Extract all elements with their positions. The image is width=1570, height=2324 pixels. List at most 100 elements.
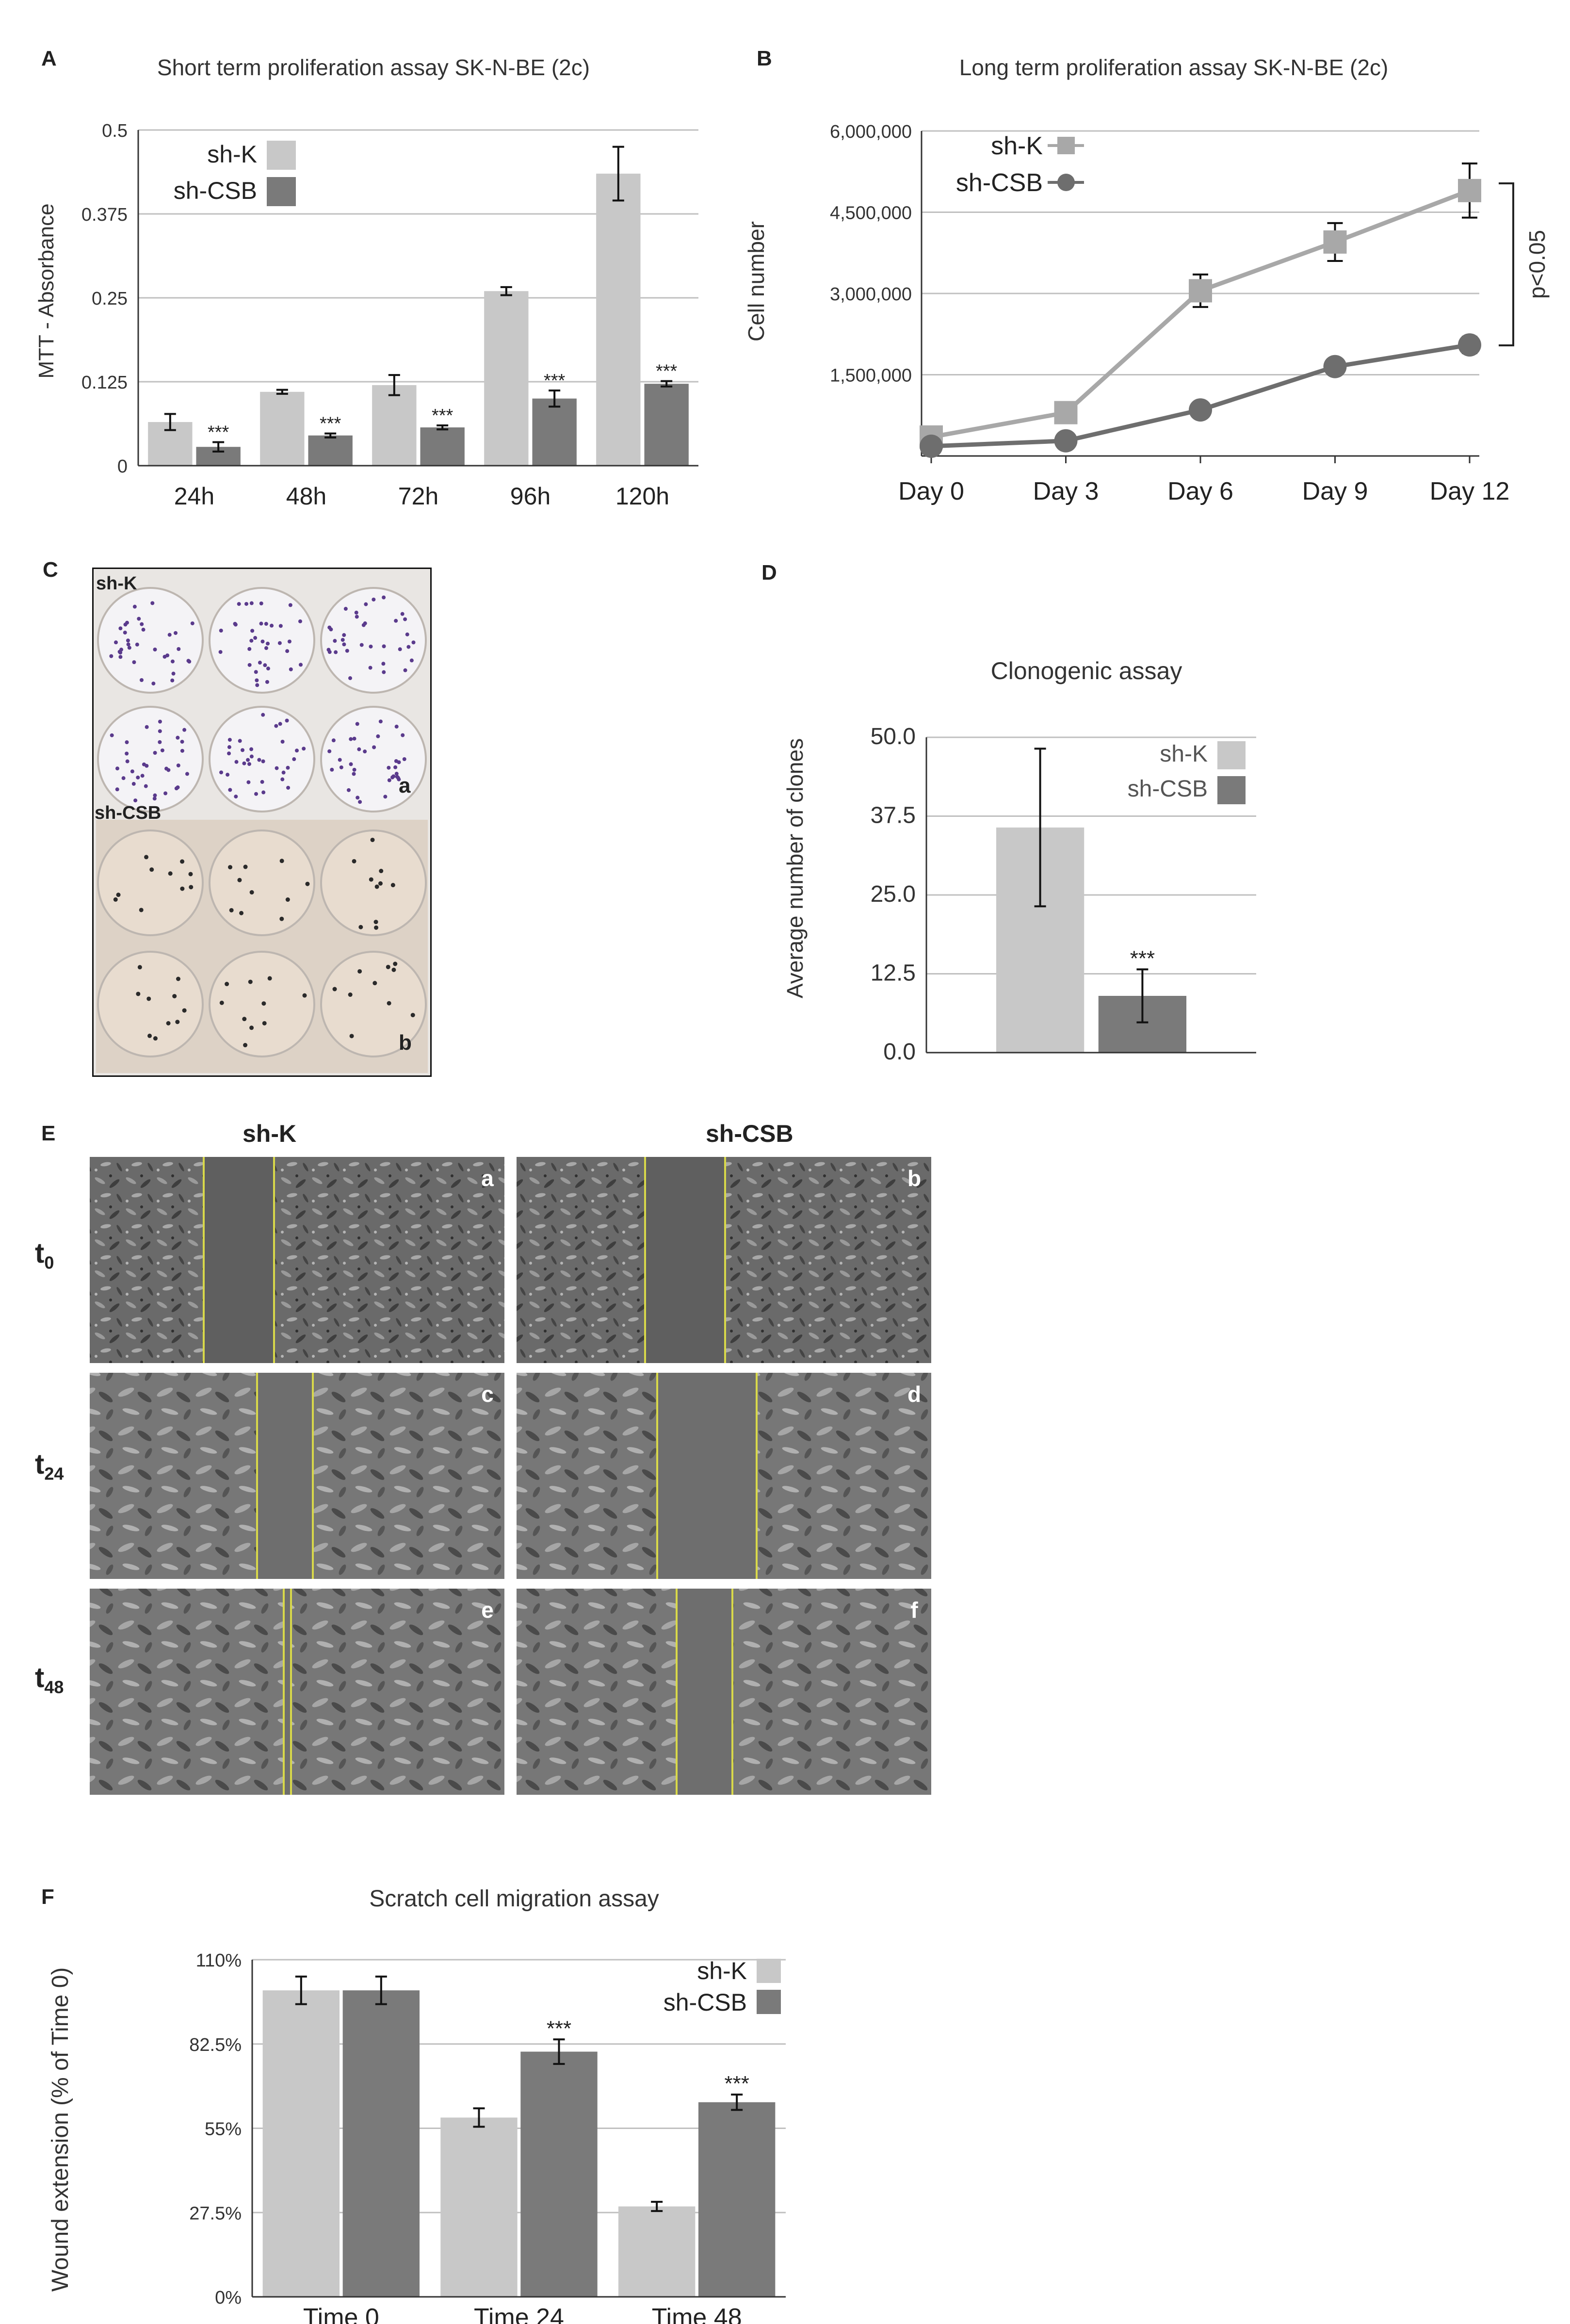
colony-dot — [359, 643, 364, 647]
colony-dot — [386, 964, 390, 969]
colony-dot — [170, 659, 175, 664]
x-category-label: Day 12 — [1430, 477, 1510, 505]
colony-dot — [243, 1043, 248, 1048]
y-tick-label: 3,000,000 — [830, 284, 912, 305]
colony-dot — [393, 765, 398, 769]
micrograph-sublabel: d — [907, 1381, 921, 1407]
significance-marker: *** — [656, 361, 678, 382]
y-tick-label: 27.5% — [189, 2203, 242, 2224]
culture-well — [97, 587, 204, 694]
y-tick-label: 12.5 — [871, 960, 916, 986]
colony-dot — [132, 660, 136, 665]
colony-dot — [125, 759, 129, 764]
colony-dot — [115, 766, 119, 771]
colony-dot — [378, 881, 383, 886]
colony-dot — [174, 631, 178, 635]
colony-dot — [109, 654, 113, 658]
x-category-label: Day 6 — [1167, 477, 1233, 505]
colony-dot — [289, 667, 293, 671]
colony-dot — [175, 1020, 180, 1024]
colony-dot — [346, 788, 351, 792]
colony-dot — [376, 734, 380, 738]
culture-well — [320, 587, 427, 694]
colony-dot — [261, 1001, 266, 1006]
colony-dot — [382, 670, 386, 674]
colony-dot — [261, 713, 265, 717]
chart-a-title: Short term proliferation assay SK-N-BE (… — [157, 55, 590, 80]
x-category-label: 48h — [286, 483, 326, 510]
culture-well — [320, 951, 427, 1057]
colony-dot — [305, 881, 310, 886]
micrograph-image — [90, 1157, 504, 1363]
colony-dot — [411, 640, 416, 645]
colony-dot — [177, 647, 181, 651]
colony-dot — [237, 602, 241, 606]
colony-dot — [265, 680, 269, 684]
bar — [618, 2206, 696, 2297]
colony-dot — [279, 859, 284, 863]
colony-dot — [176, 763, 180, 767]
bar — [440, 2117, 518, 2297]
plate-label-shk: sh-K — [96, 573, 137, 594]
bar — [342, 1990, 420, 2297]
colony-dot — [127, 646, 131, 650]
chart-d-legend-swatch-shk — [1217, 741, 1246, 769]
panel-letter-f: F — [41, 1885, 54, 1909]
colony-dot — [354, 610, 358, 615]
colony-dot — [279, 916, 284, 921]
y-tick-label: 0.125 — [81, 373, 128, 393]
colony-dot — [218, 650, 223, 654]
colony-dot — [242, 761, 246, 765]
colony-dot — [261, 759, 265, 764]
colony-dot — [394, 618, 398, 623]
y-tick-label: 0 — [117, 456, 128, 477]
bar — [698, 2102, 776, 2297]
colony-dot — [219, 770, 224, 775]
culture-well — [209, 829, 315, 936]
y-tick-label: 6,000,000 — [830, 122, 912, 142]
culture-well — [320, 829, 427, 936]
chart-a-ylabel: MTT - Absorbance — [34, 203, 58, 378]
colony-plate-photo — [92, 568, 432, 1077]
row-label-t0: t0 — [35, 1237, 54, 1273]
colony-dot — [137, 617, 141, 621]
colony-dot — [123, 631, 127, 635]
colony-dot — [115, 787, 119, 792]
colony-dot — [249, 754, 254, 759]
colony-dot — [338, 758, 342, 762]
scratch-gap — [204, 1157, 274, 1363]
scratch-gap — [677, 1589, 732, 1795]
series-line — [931, 342, 1470, 449]
colony-dot — [158, 719, 162, 724]
colony-dot — [285, 649, 290, 653]
colony-dot — [246, 758, 250, 762]
colony-dot — [137, 965, 142, 970]
colony-dot — [402, 757, 406, 762]
colony-dot — [381, 662, 386, 666]
colony-dot — [135, 642, 139, 647]
colony-dot — [340, 638, 345, 642]
panel-letter-a: A — [41, 47, 57, 70]
colony-dot — [372, 745, 376, 749]
colony-dot — [369, 877, 373, 882]
colony-dot — [372, 597, 376, 601]
colony-dot — [363, 621, 367, 626]
colony-dot — [278, 624, 283, 628]
culture-well — [320, 706, 427, 813]
colony-dot — [352, 772, 356, 776]
colony-dot — [242, 1017, 247, 1022]
bar — [372, 385, 417, 466]
colony-dot — [288, 603, 292, 607]
colony-dot — [357, 969, 362, 974]
y-tick-label: 110% — [196, 1950, 242, 1971]
chart-d: D Clonogenic assay Average number of clo… — [761, 561, 1256, 1065]
colony-dot — [394, 724, 399, 729]
chart-f-legend-label-shcsb: sh-CSB — [664, 1989, 747, 2016]
y-tick-label: 55% — [205, 2119, 242, 2140]
colony-dot — [132, 604, 137, 609]
chart-a-legend-label-shk: sh-K — [207, 141, 257, 168]
colony-dot — [259, 621, 263, 626]
colony-dot — [185, 772, 189, 776]
colony-dot — [189, 885, 194, 890]
colony-dot — [391, 967, 396, 972]
